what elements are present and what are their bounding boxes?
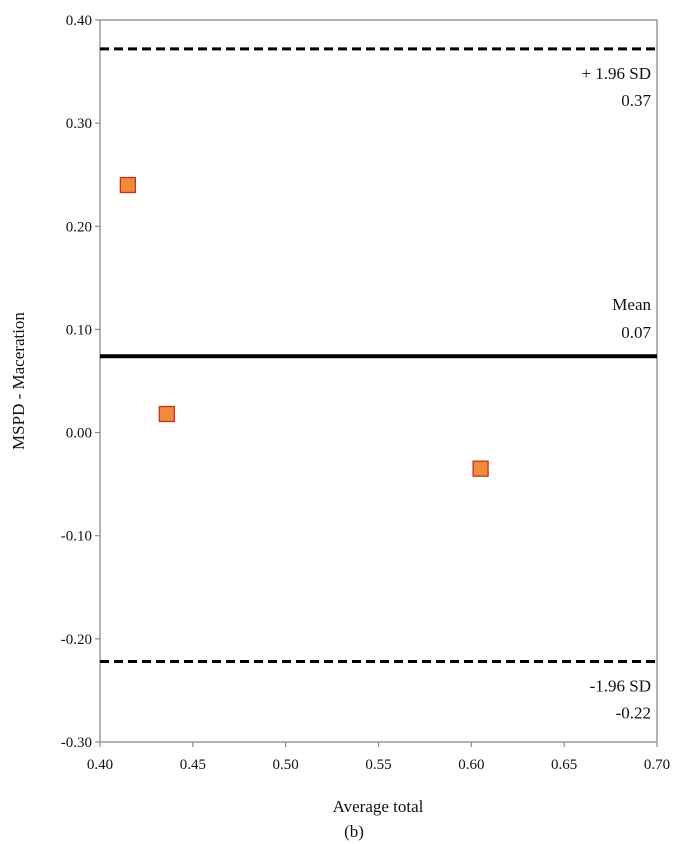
upper-label: + 1.96 SD bbox=[581, 64, 651, 83]
mean-label: Mean bbox=[612, 295, 651, 314]
x-axis: 0.40 0.45 0.50 0.55 0.60 0.65 0.70 bbox=[87, 742, 670, 773]
y-axis-title: MSPD - Maceration bbox=[9, 312, 28, 450]
x-tick-label: 0.40 bbox=[87, 757, 113, 773]
y-tick-label: 0.10 bbox=[66, 322, 92, 338]
y-tick-label: -0.20 bbox=[61, 632, 92, 648]
plot-frame bbox=[99, 19, 658, 743]
y-tick-label: -0.10 bbox=[61, 529, 92, 545]
lower-label: -1.96 SD bbox=[590, 677, 651, 696]
data-point bbox=[158, 405, 175, 423]
data-point bbox=[472, 460, 489, 477]
y-tick-label: 0.40 bbox=[66, 13, 92, 29]
data-points bbox=[119, 176, 489, 477]
data-point bbox=[119, 176, 136, 194]
upper-value-label: 0.37 bbox=[621, 91, 651, 110]
y-tick-label: 0.00 bbox=[66, 426, 92, 442]
x-tick-label: 0.55 bbox=[365, 757, 391, 773]
x-tick-label: 0.70 bbox=[644, 757, 670, 773]
figure-caption: (b) bbox=[344, 822, 364, 841]
y-tick-label: -0.30 bbox=[61, 735, 92, 751]
x-tick-label: 0.45 bbox=[180, 757, 206, 773]
x-axis-title: Average total bbox=[333, 797, 424, 816]
reference-lines bbox=[100, 47, 657, 664]
mean-value-label: 0.07 bbox=[621, 323, 651, 342]
y-tick-label: 0.30 bbox=[66, 116, 92, 132]
x-tick-label: 0.50 bbox=[273, 757, 299, 773]
lower-value-label: -0.22 bbox=[616, 704, 651, 723]
x-tick-label: 0.65 bbox=[551, 757, 577, 773]
y-tick-label: 0.20 bbox=[66, 219, 92, 235]
y-axis: -0.30 -0.20 -0.10 0.00 0.10 0.20 0.30 0.40 bbox=[61, 13, 100, 751]
x-tick-label: 0.60 bbox=[458, 757, 484, 773]
reference-annotations: + 1.96 SD 0.37 Mean 0.07 -1.96 SD -0.22 bbox=[581, 64, 651, 723]
